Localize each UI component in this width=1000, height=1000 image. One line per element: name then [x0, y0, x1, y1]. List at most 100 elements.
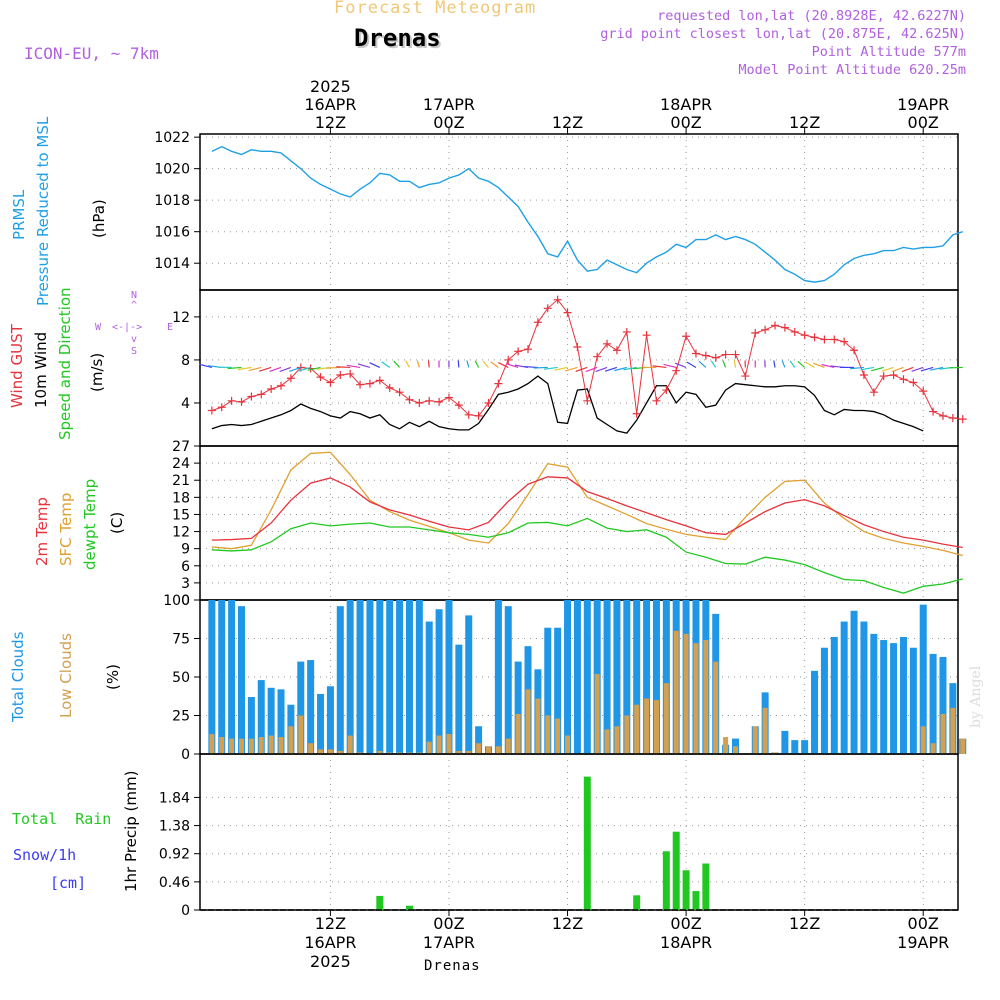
bottom-hour-label: 00Z [908, 914, 939, 933]
wind-gust-marker [514, 347, 523, 356]
low-clouds-bar [466, 750, 472, 754]
compass: N ^ W <-|-> E v S [90, 290, 180, 360]
low-clouds-bar [772, 752, 778, 754]
wind-gust-marker [563, 308, 572, 317]
wind-gust-marker [444, 393, 453, 402]
low-clouds-bar [723, 737, 729, 754]
wind-gust-marker [701, 351, 710, 360]
wind-gust-marker [217, 403, 226, 412]
total-clouds-bar [919, 604, 927, 754]
y-tick-label: 1014 [154, 256, 190, 272]
wind-gust-marker [603, 339, 612, 348]
wind-gust-marker [879, 372, 888, 381]
bottom-hour-label: 00Z [670, 914, 701, 933]
wind-gust-marker [682, 332, 691, 341]
wind-gust-marker [484, 398, 493, 407]
total-clouds-bar [425, 621, 433, 754]
wind-gust-marker [207, 406, 216, 415]
low-clouds-bar [485, 746, 491, 754]
total-clouds-bar [475, 726, 483, 754]
wind-gust-marker [316, 373, 325, 382]
low-clouds-bar [357, 752, 363, 754]
wind-direction-arrow [901, 366, 914, 373]
wind-gust-marker [573, 343, 582, 352]
wind-gust-marker [247, 392, 256, 401]
precip-bar [633, 895, 641, 910]
wind-direction-arrow [554, 366, 568, 371]
low-clouds-bar [327, 749, 333, 754]
wind-gust-marker [830, 335, 839, 344]
total-clouds-bar [247, 697, 255, 754]
wind-direction-arrow [773, 360, 776, 368]
wind-direction-arrow [850, 366, 864, 370]
precip-bar [583, 776, 591, 910]
top-hour-label: 12Z [315, 113, 346, 132]
wind-gust-marker [346, 369, 355, 378]
low-clouds-bar [604, 729, 610, 754]
wind-gust-marker [375, 376, 384, 385]
low-clouds-bar [505, 738, 511, 754]
low-clouds-bar [476, 743, 482, 754]
snow-unit: [cm] [50, 874, 87, 892]
wind-direction-arrow [289, 366, 301, 372]
y-tick-label: 27 [172, 439, 190, 455]
total-clouds-bar [208, 600, 216, 754]
wind-gust-marker [257, 390, 266, 399]
total-clouds-bar [554, 627, 562, 754]
panel-frame [199, 133, 959, 291]
wind-gust-marker [622, 327, 631, 336]
wind-direction-arrow [279, 366, 292, 373]
wind-gust-marker [267, 384, 276, 393]
grid-point-coords: grid point closest lon,lat (20.875E, 42.… [600, 26, 966, 42]
wind-gust-marker [277, 381, 286, 390]
precip-bar [662, 851, 670, 910]
model-label: ICON-EU, ~ 7km [24, 44, 159, 63]
wind-direction-arrow [781, 360, 786, 368]
wind-direction-arrow [797, 360, 806, 368]
low-clouds-bar [347, 735, 353, 754]
y-tick-label: 1020 [154, 162, 190, 178]
total-clouds-bar [830, 636, 838, 754]
wind-gust-marker [909, 378, 918, 387]
total-clouds-bar [228, 600, 236, 754]
low-clouds-bar [950, 707, 956, 754]
y-tick-label: 12 [172, 525, 190, 541]
low-clouds-bar [693, 643, 699, 754]
low-clouds-bar [238, 738, 244, 754]
compass-v: v [131, 334, 138, 345]
low-clouds-bar [673, 630, 679, 754]
wind-gust-marker [326, 378, 335, 387]
total-clouds-bar [455, 644, 463, 754]
top-date-label: 16APR [304, 95, 356, 114]
wind-gust-marker [425, 396, 434, 405]
wind-direction-arrow [405, 360, 410, 368]
y-tick-label: 21 [172, 473, 190, 489]
y-tick-label: 50 [172, 670, 190, 686]
wind-gust-marker [464, 410, 473, 419]
wind-direction-arrow [614, 366, 627, 372]
low-clouds-bar [397, 752, 403, 754]
low-clouds-bar [268, 735, 274, 754]
wind-direction-arrow [860, 366, 874, 371]
total-clouds-bar [909, 647, 917, 754]
wind-direction-arrow [336, 366, 351, 369]
wind-gust-marker [711, 353, 720, 362]
total-clouds-bar [613, 600, 621, 754]
wind-direction-arrow [482, 360, 489, 368]
top-hour-label: 12Z [789, 113, 820, 132]
wind-direction-arrow [474, 360, 480, 368]
total-clouds-bar [880, 640, 888, 754]
wind-direction-arrow [326, 366, 341, 369]
wind-direction-arrow [604, 366, 618, 372]
wind-gust-marker [227, 396, 236, 405]
top-date-label: 17APR [423, 95, 475, 114]
y-tick-label: 1.84 [159, 790, 190, 806]
total-clouds-bar [583, 600, 591, 754]
wind-direction-arrow [381, 361, 391, 368]
bottom-hour-label: 00Z [433, 914, 464, 933]
temp2m-line [211, 476, 963, 549]
footer-location: Drenas [424, 958, 481, 974]
wind-direction-arrow [457, 360, 460, 368]
wind-direction-arrow [416, 360, 420, 368]
